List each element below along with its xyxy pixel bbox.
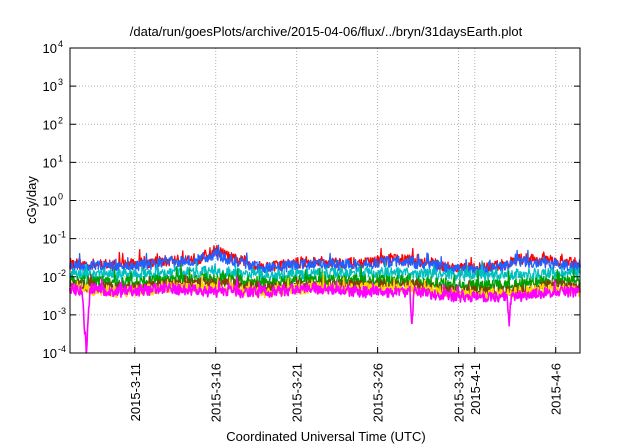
- y-tick-label: 10: [43, 232, 57, 247]
- y-tick-label: 10: [43, 308, 57, 323]
- y-tick-label: 10: [43, 41, 57, 56]
- x-tick-label: 2015-3-16: [209, 363, 224, 422]
- y-tick-exponent: 4: [58, 39, 63, 49]
- y-axis-label: cGy/day: [24, 176, 39, 224]
- y-tick-label: 10: [43, 155, 57, 170]
- y-tick-exponent: 2: [58, 115, 63, 125]
- y-tick-exponent: -1: [58, 230, 66, 240]
- x-tick-label: 2015-3-26: [371, 363, 386, 422]
- y-tick-exponent: 1: [58, 153, 63, 163]
- y-tick-exponent: 0: [58, 192, 63, 202]
- y-tick-label: 10: [43, 194, 57, 209]
- series-line-2: [69, 244, 581, 277]
- x-tick-label: 2015-4-1: [468, 363, 483, 415]
- y-tick-label: 10: [43, 117, 57, 132]
- y-tick-exponent: -2: [58, 268, 66, 278]
- y-tick-exponent: -4: [58, 344, 66, 354]
- x-tick-label: 2015-3-11: [128, 363, 143, 421]
- y-tick-label: 10: [43, 346, 57, 361]
- y-tick-label: 10: [43, 270, 57, 285]
- x-tick-label: 2015-3-31: [452, 363, 467, 422]
- x-tick-label: 2015-3-21: [290, 363, 305, 422]
- y-tick-label: 10: [43, 79, 57, 94]
- x-axis-label: Coordinated Universal Time (UTC): [226, 429, 425, 444]
- series-line-7: [69, 276, 581, 354]
- chart-title: /data/run/goesPlots/archive/2015-04-06/f…: [130, 24, 523, 39]
- x-axis-ticks: 2015-3-11 2015-3-16 2015-3-21 2015-3-26 2015…: [128, 347, 564, 422]
- y-tick-exponent: -3: [58, 306, 66, 316]
- y-tick-exponent: 3: [58, 77, 63, 87]
- x-tick-label: 2015-4-6: [549, 363, 564, 415]
- series-layer: [69, 244, 581, 354]
